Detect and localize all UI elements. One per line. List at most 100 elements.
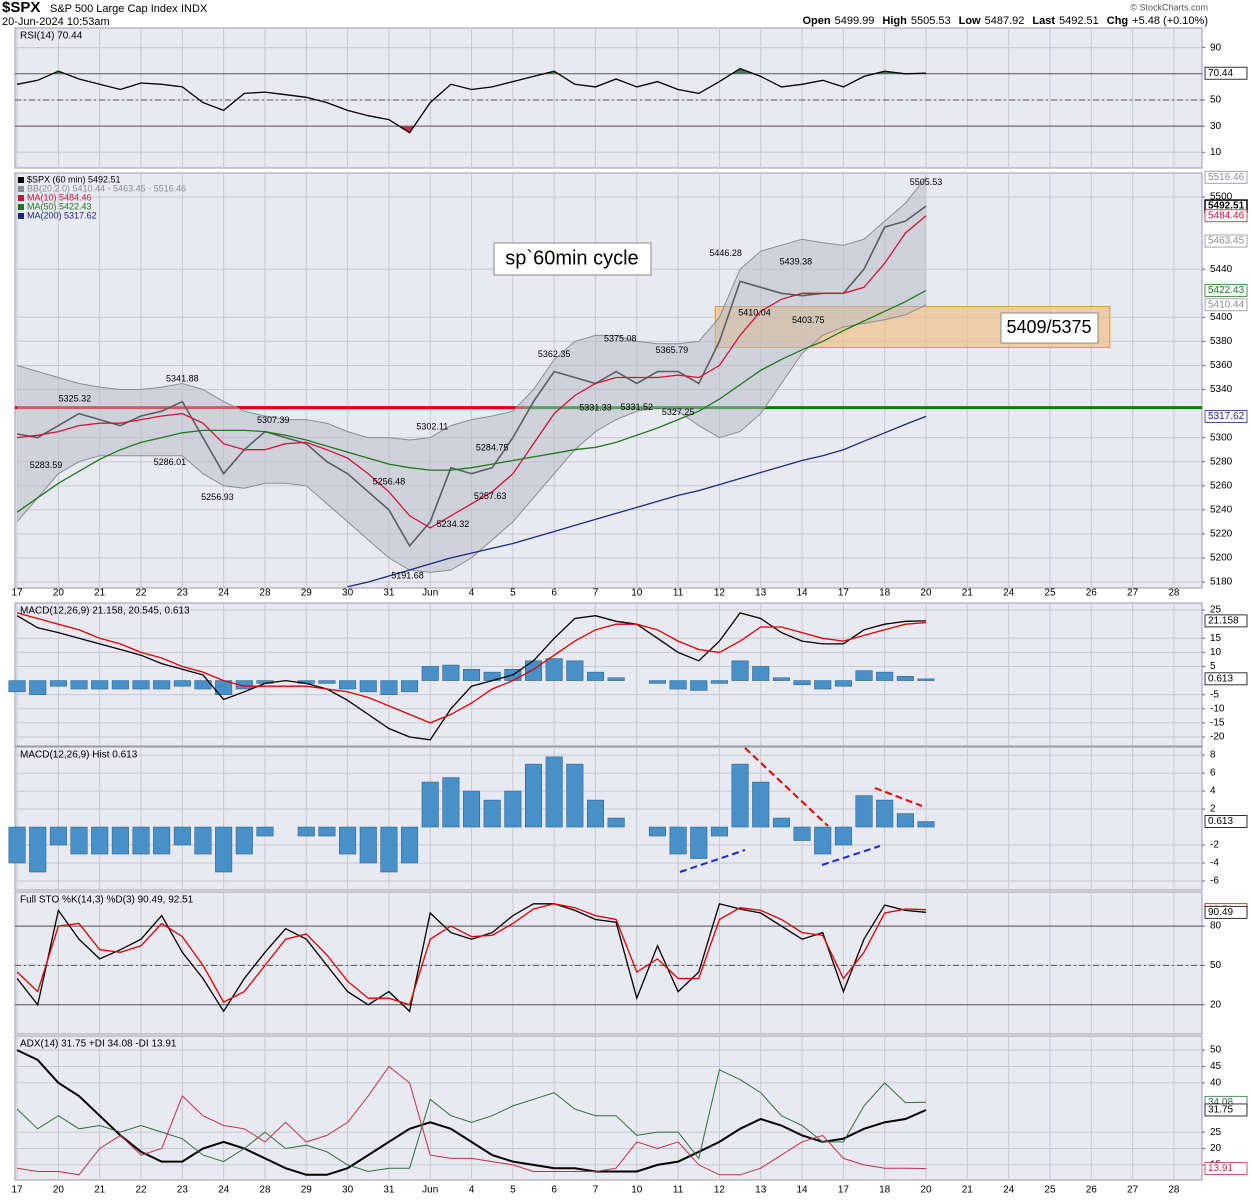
legend-swatch: [18, 195, 24, 201]
histogram-bar: [91, 826, 109, 855]
quote-label: High: [882, 15, 907, 27]
x-tick-label: 23: [177, 1185, 189, 1196]
x-tick-label: 24: [1003, 1185, 1015, 1196]
histogram-bar: [524, 763, 543, 828]
y-tick-label: 40: [1210, 1078, 1222, 1089]
x-tick-label: 29: [301, 588, 313, 599]
quote-value: 5499.99: [835, 15, 875, 27]
macd-histogram-bar: [173, 680, 191, 687]
value-tag: 5516.46: [1208, 172, 1245, 183]
y-tick-label: 2: [1210, 804, 1216, 815]
y-tick-label: 15: [1210, 633, 1222, 644]
x-tick-label: 24: [218, 1185, 230, 1196]
histogram-bar: [896, 813, 914, 828]
y-tick-label: 5300: [1210, 432, 1233, 443]
y-tick-label: 6: [1210, 768, 1216, 779]
y-tick-label: 5180: [1210, 577, 1233, 588]
x-tick-label: 7: [593, 1185, 599, 1196]
value-tag: 31.75: [1208, 1105, 1233, 1116]
x-tick-label: 10: [631, 1185, 643, 1196]
histogram-bar: [669, 826, 687, 855]
bollinger-lower: [16, 304, 927, 573]
histogram-bar: [772, 817, 790, 828]
y-tick-label: -5: [1210, 689, 1219, 700]
value-tag-box: [1204, 66, 1248, 80]
histogram-bar: [256, 826, 274, 837]
y-tick-label: -4: [1210, 858, 1219, 869]
value-tag: 5317.62: [1208, 411, 1245, 422]
zone-label: 5409/5375: [1006, 317, 1091, 337]
series-line: [16, 612, 927, 724]
histogram-bar: [401, 826, 419, 864]
point-label: 5341.88: [166, 374, 199, 384]
credit: © StockCharts.com: [1130, 2, 1208, 12]
panel-background: [14, 27, 1203, 169]
x-tick-label: 22: [135, 588, 147, 599]
histogram-bar: [710, 826, 728, 837]
macd-histogram-bar: [339, 680, 357, 690]
x-tick-label: 12: [714, 588, 726, 599]
x-tick-label: 31: [383, 588, 395, 599]
value-tag-box: [1204, 298, 1248, 312]
series-line: [16, 1069, 927, 1173]
histogram-bar: [917, 821, 935, 828]
point-label: 5439.38: [780, 256, 813, 266]
series-line: [16, 1049, 927, 1176]
histogram-bar: [607, 817, 625, 828]
macd-histogram-bar: [710, 680, 728, 684]
exchange: INDX: [181, 3, 208, 15]
macd-histogram-bar: [690, 680, 708, 691]
macd-histogram-bar: [834, 680, 852, 687]
histogram-bar: [153, 826, 171, 855]
y-tick-label: 8: [1210, 750, 1216, 761]
histogram-bar: [194, 826, 212, 855]
value-tag-box: [1204, 905, 1248, 919]
value-tag-box: [1204, 815, 1248, 828]
x-tick-label: 31: [383, 1185, 395, 1196]
macd-histogram-bar: [421, 666, 439, 681]
histogram-bar: [380, 826, 398, 873]
macd-histogram-bar: [132, 680, 150, 690]
macd-histogram-bar: [524, 660, 543, 681]
x-tick-label: 17: [12, 588, 24, 599]
value-tag-box: [1204, 209, 1248, 223]
quote-label: Last: [1032, 15, 1055, 27]
x-tick-label: 4: [469, 1185, 475, 1196]
value-tag-box: [1204, 1162, 1248, 1175]
histogram-bar: [297, 826, 315, 837]
macd-histogram-bar: [896, 676, 914, 681]
macd-histogram-bar: [876, 671, 894, 681]
point-label: 5257.63: [474, 491, 507, 501]
point-label: 5410.04: [738, 308, 771, 318]
y-tick-label: -2: [1210, 840, 1219, 851]
histogram-bar: [586, 799, 604, 828]
y-tick-label: 5200: [1210, 553, 1233, 564]
y-tick-label: 10: [1210, 147, 1222, 158]
point-label: 5375.08: [604, 334, 637, 344]
x-tick-label: 21: [94, 1185, 106, 1196]
x-tick-label: 18: [879, 1185, 891, 1196]
histogram-bar: [111, 826, 129, 855]
trend-line: [874, 787, 923, 807]
x-tick-label: 27: [1127, 1185, 1139, 1196]
x-tick-label: 6: [551, 588, 557, 599]
histogram-bar: [545, 756, 563, 828]
macd-histogram-bar: [917, 678, 935, 681]
y-tick-label: 45: [1210, 1061, 1222, 1072]
y-tick-label: -6: [1210, 876, 1219, 887]
x-tick-label: 17: [838, 1185, 850, 1196]
point-label: 5327.25: [662, 407, 695, 417]
legend-label: BB(20,2.0) 5410.44 - 5463.45 - 5516.46: [27, 183, 186, 193]
quote-value: +5.48 (+0.10%): [1132, 15, 1208, 27]
y-tick-label: 5360: [1210, 360, 1233, 371]
y-tick-label: 50: [1210, 960, 1222, 971]
value-tag-box: [1204, 1103, 1248, 1117]
series-line: [347, 415, 927, 588]
point-label: 5446.28: [709, 248, 742, 258]
quote-label: Open: [803, 15, 831, 27]
histogram-bar: [173, 826, 191, 846]
point-label: 5286.01: [154, 457, 187, 467]
legend-swatch: [18, 186, 24, 192]
x-tick-label: 5: [510, 1185, 516, 1196]
macd-histogram-bar: [772, 677, 790, 681]
